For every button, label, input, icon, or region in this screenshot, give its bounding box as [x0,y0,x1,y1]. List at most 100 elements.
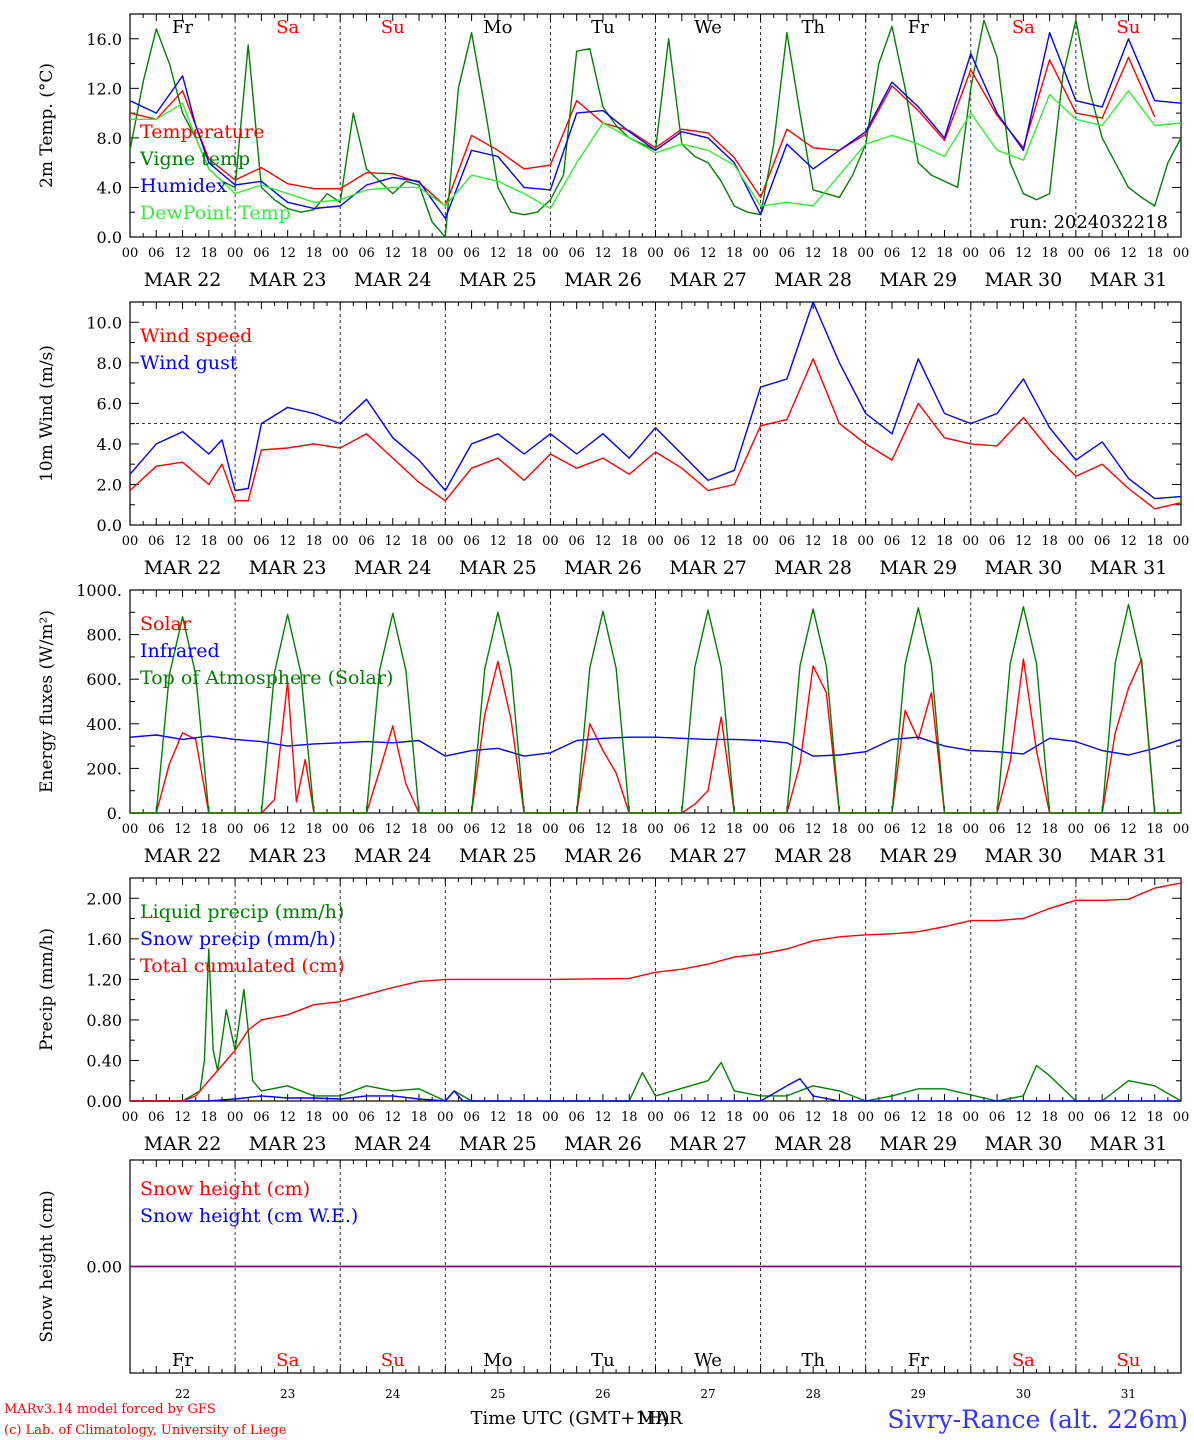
hour-tick-label: 12 [595,1110,612,1125]
day-number-label: 22 [175,1387,190,1401]
hour-tick-label: 06 [148,1110,165,1125]
hour-tick-label: 00 [963,246,980,261]
date-label: MAR 30 [984,845,1062,867]
y-tick-label: 10.0 [86,313,122,332]
date-label: MAR 26 [564,269,642,291]
hour-tick-label: 12 [279,822,296,837]
weekday-label: Fr [908,17,929,38]
weekday-label: Su [1116,1350,1140,1371]
hour-tick-label: 06 [779,1110,796,1125]
hour-tick-label: 06 [568,246,585,261]
date-label: MAR 23 [249,557,327,579]
hour-tick-label: 18 [831,1110,848,1125]
legend-entry: Wind gust [140,352,238,374]
hour-tick-label: 12 [700,822,717,837]
date-label: MAR 22 [144,1133,222,1155]
hour-tick-label: 18 [936,822,953,837]
weekday-label: Th [801,17,825,38]
hour-tick-label: 06 [989,246,1006,261]
date-label: MAR 24 [354,845,432,867]
hour-tick-label: 00 [227,822,244,837]
day-number-label: 28 [806,1387,821,1401]
y-tick-label: 4.0 [97,435,122,454]
hour-tick-label: 12 [805,1110,822,1125]
hour-tick-label: 12 [490,534,507,549]
day-number-label: 24 [385,1387,401,1401]
hour-tick-label: 00 [1068,534,1085,549]
hour-tick-label: 12 [174,822,191,837]
y-axis-label: Snow height (cm) [37,1190,57,1342]
hour-tick-label: 18 [411,534,428,549]
series-line [130,1077,1181,1102]
y-tick-label: 0. [107,804,122,823]
date-label: MAR 24 [354,1133,432,1155]
hour-tick-label: 12 [279,246,296,261]
hour-tick-label: 12 [174,534,191,549]
legend-entry: Humidex [140,175,227,197]
y-axis-label: Energy fluxes (W/m²) [37,610,57,793]
y-tick-label: 600. [86,670,122,689]
weekday-label: Su [381,17,405,38]
y-tick-label: 8.0 [97,129,122,148]
hour-tick-label: 00 [122,822,139,837]
y-axis-label: 2m Temp. (°C) [37,63,57,188]
hour-tick-label: 00 [1173,822,1190,837]
hour-tick-label: 12 [490,822,507,837]
station-name: Sivry-Rance (alt. 226m) [887,1405,1188,1434]
y-tick-label: 1000. [76,581,122,600]
hour-tick-label: 12 [490,246,507,261]
hour-tick-label: 06 [568,822,585,837]
hour-tick-label: 18 [936,534,953,549]
hour-tick-label: 18 [621,246,638,261]
hour-tick-label: 00 [122,1110,139,1125]
hour-tick-label: 12 [1120,822,1137,837]
weekday-label: We [694,1350,722,1371]
hour-tick-label: 06 [989,822,1006,837]
date-label: MAR 22 [144,557,222,579]
plot-frame [129,589,1182,814]
hour-tick-label: 18 [1146,822,1163,837]
hour-tick-label: 18 [411,246,428,261]
date-label: MAR 27 [669,845,747,867]
hour-tick-label: 00 [1173,246,1190,261]
hour-tick-label: 06 [253,246,270,261]
hour-tick-label: 06 [463,822,480,837]
hour-tick-label: 18 [516,534,533,549]
hour-tick-label: 12 [1120,1110,1137,1125]
hour-tick-label: 06 [1094,534,1111,549]
hour-tick-label: 12 [1120,246,1137,261]
hour-tick-label: 12 [1015,1110,1032,1125]
x-axis-label: Time UTC (GMT+1H) [471,1408,670,1429]
date-label: MAR 23 [249,269,327,291]
credit-line-1: MARv3.14 model forced by GFS [4,1402,216,1417]
hour-tick-label: 06 [463,1110,480,1125]
date-label: MAR 24 [354,557,432,579]
hour-tick-label: 12 [805,822,822,837]
weekday-label: Sa [1012,17,1035,38]
hour-tick-label: 12 [384,246,401,261]
hour-tick-label: 00 [437,246,454,261]
weekday-label: Fr [172,1350,193,1371]
temperature-panel: 0.0 4.0 8.0 12.0 16.0 2m Temp. (°C) Temperatur… [37,13,1190,291]
hour-tick-label: 12 [910,1110,927,1125]
weekday-label: Mo [483,17,512,38]
hour-tick-label: 18 [936,1110,953,1125]
hour-tick-label: 00 [857,246,874,261]
date-label: MAR 24 [354,269,432,291]
legend-entry: Wind speed [140,325,252,347]
hour-tick-label: 06 [674,534,691,549]
hour-tick-label: 18 [516,822,533,837]
hour-tick-label: 18 [1146,1110,1163,1125]
hour-tick-label: 00 [542,1110,559,1125]
date-label: MAR 28 [774,557,852,579]
hour-tick-label: 06 [989,1110,1006,1125]
hour-tick-label: 00 [227,1110,244,1125]
hour-tick-label: 12 [174,1110,191,1125]
hour-tick-label: 12 [174,246,191,261]
hour-tick-label: 06 [568,534,585,549]
y-tick-label: 0.00 [86,1258,122,1277]
hour-tick-label: 12 [279,1110,296,1125]
hour-tick-label: 00 [857,822,874,837]
hour-tick-label: 06 [463,246,480,261]
hour-tick-label: 18 [201,246,218,261]
